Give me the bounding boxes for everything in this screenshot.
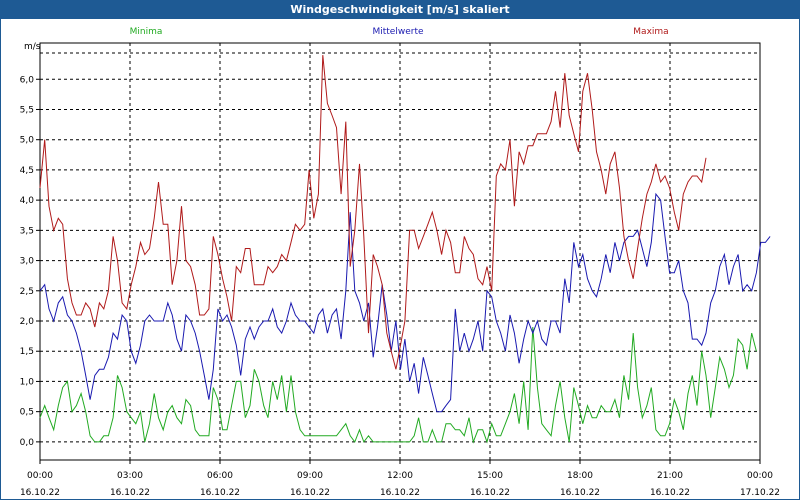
- x-tick-time-label: 15:00: [477, 471, 503, 481]
- y-tick-label: 1,5: [20, 347, 34, 357]
- y-tick-label: 0,5: [20, 408, 34, 418]
- legend-maxima: Maxima: [633, 27, 668, 37]
- x-tick-time-label: 03:00: [117, 471, 143, 481]
- x-tick-date-label: 16.10.22: [110, 488, 150, 498]
- y-tick-label: 0,0: [20, 438, 35, 448]
- x-axis-ticks: 00:00 16.10.22 03:00 16.10.22 06:00 16.10.22 0…: [20, 460, 780, 498]
- x-tick-date-label: 17.10.22: [740, 488, 780, 498]
- x-tick-date-label: 16.10.22: [650, 488, 690, 498]
- y-tick-label: 5,0: [20, 136, 35, 146]
- y-tick-label: 3,0: [20, 257, 35, 267]
- legend: Minima Mittelwerte Maxima: [130, 27, 669, 37]
- x-tick-time-label: 06:00: [207, 471, 233, 481]
- x-tick-time-label: 18:00: [567, 471, 593, 481]
- x-tick-time-label: 21:00: [657, 471, 683, 481]
- x-tick-time-label: 00:00: [747, 471, 773, 481]
- x-tick-date-label: 16.10.22: [290, 488, 330, 498]
- x-tick-date-label: 16.10.22: [200, 488, 240, 498]
- x-tick-time-label: 12:00: [387, 471, 413, 481]
- y-axis-ticks: 0,0 0,5 1,0 1,5 2,0 2,5 3,0 3,5 4,0 4,5 5,0 5,5 6,0: [20, 75, 40, 448]
- y-tick-label: 5,5: [20, 105, 34, 115]
- series-line-mittelwerte: [39, 192, 771, 413]
- y-tick-label: 2,5: [20, 287, 34, 297]
- y-tick-label: 4,0: [20, 196, 35, 206]
- y-tick-label: 6,0: [20, 75, 35, 85]
- y-tick-label: 1,0: [20, 377, 35, 387]
- y-axis-label: m/s: [24, 42, 41, 52]
- x-tick-date-label: 16.10.22: [470, 488, 510, 498]
- y-tick-label: 4,5: [20, 166, 34, 176]
- x-tick-date-label: 16.10.22: [380, 488, 420, 498]
- x-tick-date-label: 16.10.22: [560, 488, 600, 498]
- x-tick-date-label: 16.10.22: [20, 488, 60, 498]
- series-line-maxima: [39, 55, 707, 370]
- y-tick-label: 2,0: [20, 317, 35, 327]
- series-lines: [39, 55, 771, 444]
- y-tick-label: 3,5: [20, 226, 34, 236]
- chart-title: Windgeschwindigkeit [m/s] skaliert: [1, 1, 799, 19]
- series-line-minima: [39, 326, 757, 444]
- x-tick-time-label: 00:00: [27, 471, 53, 481]
- legend-mittelwerte: Mittelwerte: [372, 27, 423, 37]
- legend-minima: Minima: [130, 27, 163, 37]
- x-tick-time-label: 09:00: [297, 471, 323, 481]
